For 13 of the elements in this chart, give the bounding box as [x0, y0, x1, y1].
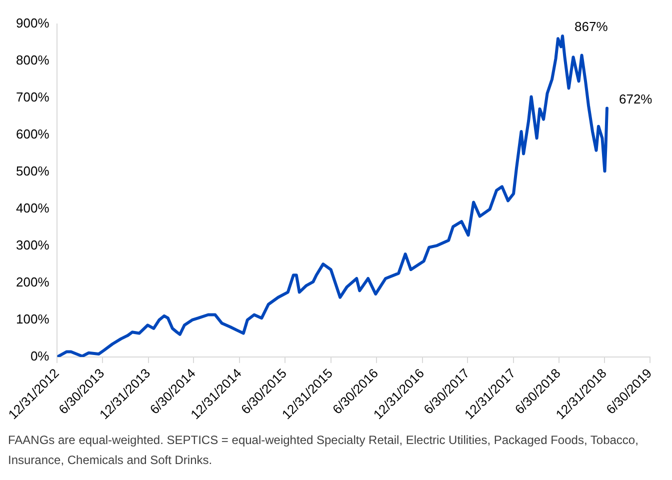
y-tick-label: 300% — [16, 237, 50, 252]
y-tick-label: 0% — [30, 348, 50, 364]
y-tick-label: 800% — [16, 52, 50, 68]
y-tick-label: 900% — [16, 15, 50, 30]
text: FAANGs are equal-weighted. SEPTICS = equal-weighted Specialty Retail, Electric Utilities, Packaged Foods, Tobacco, Insurance, Chemicals and Soft Drinks. — [8, 432, 640, 469]
y-tick-label: 200% — [16, 274, 50, 290]
annotation: 867% — [574, 19, 608, 34]
annotation: 672% — [618, 91, 653, 106]
y-tick-label: 100% — [16, 312, 50, 327]
y-tick-label: 400% — [16, 200, 50, 216]
y-tick-label: 500% — [16, 163, 50, 178]
y-tick-label: 700% — [16, 89, 50, 104]
y-tick-label: 600% — [16, 126, 50, 142]
